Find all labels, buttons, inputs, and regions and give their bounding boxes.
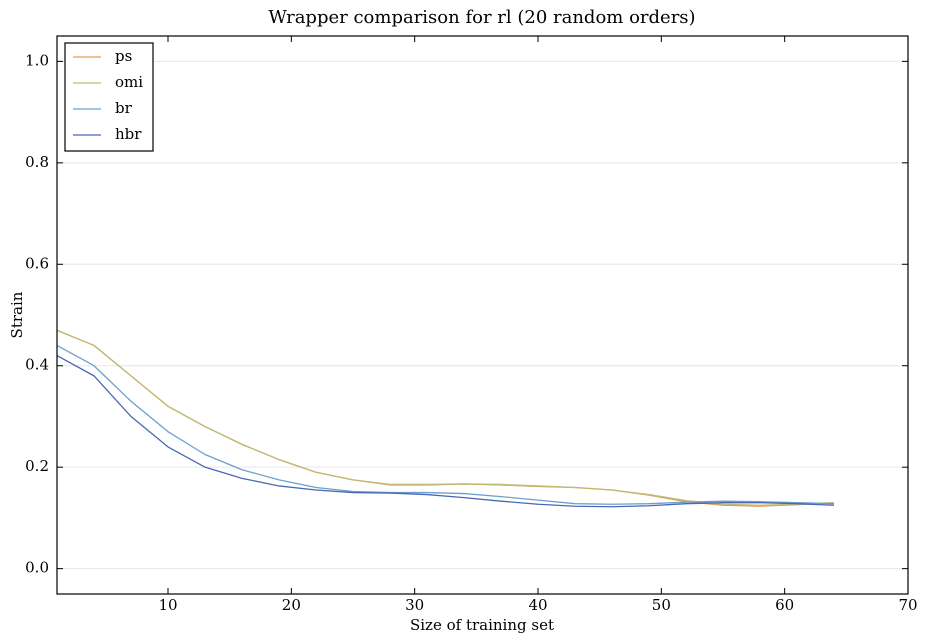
y-tick-label: 0.6 bbox=[25, 254, 49, 272]
legend-label: ps bbox=[115, 47, 132, 65]
y-tick-label: 0.4 bbox=[25, 356, 49, 374]
y-tick-label: 0.8 bbox=[25, 153, 49, 171]
line-series bbox=[56, 344, 835, 505]
line-series bbox=[56, 329, 835, 507]
legend-label: hbr bbox=[115, 125, 142, 143]
x-tick-label: 60 bbox=[775, 596, 794, 614]
legend-label: br bbox=[115, 99, 133, 117]
x-tick-label: 70 bbox=[898, 596, 917, 614]
x-axis-label: Size of training set bbox=[410, 616, 554, 634]
x-tick-label: 40 bbox=[528, 596, 547, 614]
y-tick-label: 0.2 bbox=[25, 457, 49, 475]
y-axis-label: Strain bbox=[8, 291, 26, 338]
x-tick-label: 20 bbox=[282, 596, 301, 614]
legend-box bbox=[64, 42, 154, 152]
chart-title: Wrapper comparison for rl (20 random ord… bbox=[268, 7, 695, 28]
x-tick-label: 30 bbox=[405, 596, 424, 614]
plot-frame bbox=[56, 35, 909, 595]
line-series bbox=[56, 329, 835, 506]
y-tick-label: 0.0 bbox=[25, 559, 49, 577]
x-tick-label: 10 bbox=[158, 596, 177, 614]
legend-label: omi bbox=[115, 73, 143, 91]
line-series bbox=[56, 355, 835, 508]
x-tick-label: 50 bbox=[652, 596, 671, 614]
y-tick-label: 1.0 bbox=[25, 51, 49, 69]
